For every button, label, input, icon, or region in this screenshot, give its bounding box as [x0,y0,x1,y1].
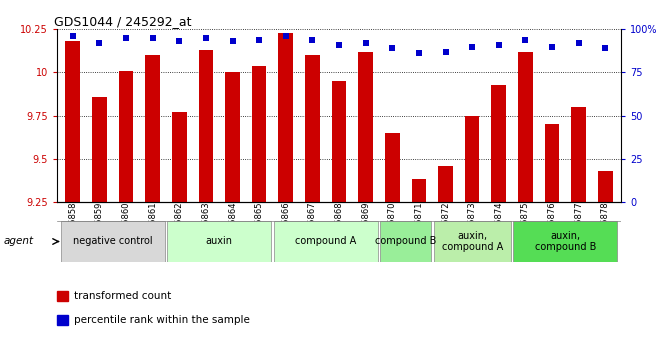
Text: GSM25864: GSM25864 [228,202,237,247]
Point [546,44,557,49]
Bar [252,66,267,202]
Text: auxin: auxin [206,237,232,246]
Text: GSM25871: GSM25871 [414,202,424,247]
Text: GSM25875: GSM25875 [521,202,530,247]
Bar [61,221,164,262]
Text: GSM25867: GSM25867 [308,202,317,247]
Text: GSM25874: GSM25874 [494,202,503,247]
Text: GSM25878: GSM25878 [601,202,610,247]
Bar [434,221,511,262]
Text: transformed count: transformed count [73,291,171,301]
Point [174,39,184,44]
Point [94,40,105,46]
Bar [198,50,213,202]
Bar [172,112,186,202]
Point [281,33,291,39]
Text: negative control: negative control [73,237,152,246]
Point [67,33,78,39]
Bar [57,315,68,325]
Bar [465,116,480,202]
Point [387,46,397,51]
Bar [385,133,399,202]
Bar [438,166,453,202]
Bar [518,52,532,202]
Text: auxin,
compound B: auxin, compound B [534,231,596,252]
Bar [92,97,107,202]
Bar [411,179,426,202]
Bar [119,71,134,202]
Text: GSM25863: GSM25863 [201,202,210,247]
Point [307,37,318,42]
Text: agent: agent [3,237,33,246]
Text: GSM25859: GSM25859 [95,202,104,247]
Text: compound A: compound A [295,237,356,246]
Bar [225,72,240,202]
Bar [274,221,377,262]
Point [254,37,265,42]
Text: GSM25876: GSM25876 [548,202,556,247]
Point [600,46,611,51]
Point [467,44,478,49]
Text: GSM25858: GSM25858 [68,202,77,247]
Text: compound B: compound B [375,237,436,246]
Bar [305,55,320,202]
Text: GSM25868: GSM25868 [335,202,343,247]
Point [147,35,158,41]
Point [573,40,584,46]
Text: GDS1044 / 245292_at: GDS1044 / 245292_at [54,15,192,28]
Point [413,51,424,56]
Point [227,39,238,44]
Text: GSM25873: GSM25873 [468,202,477,247]
Text: GSM25869: GSM25869 [361,202,370,247]
Point [121,35,132,41]
Text: GSM25861: GSM25861 [148,202,157,247]
Bar [544,124,559,202]
Point [334,42,345,48]
Bar [380,221,431,262]
Bar [65,41,80,202]
Bar [358,52,373,202]
Bar [332,81,346,202]
Point [360,40,371,46]
Bar [571,107,586,202]
Text: GSM25866: GSM25866 [281,202,291,247]
Text: GSM25870: GSM25870 [387,202,397,247]
Point [200,35,211,41]
Bar [167,221,271,262]
Text: GSM25872: GSM25872 [441,202,450,247]
Bar [279,33,293,202]
Text: GSM25862: GSM25862 [175,202,184,247]
Bar [57,290,68,301]
Text: percentile rank within the sample: percentile rank within the sample [73,315,250,325]
Bar [492,85,506,202]
Point [520,37,531,42]
Bar [514,221,617,262]
Point [494,42,504,48]
Text: GSM25860: GSM25860 [122,202,130,247]
Text: GSM25877: GSM25877 [574,202,583,247]
Text: auxin,
compound A: auxin, compound A [442,231,503,252]
Bar [598,171,613,202]
Text: GSM25865: GSM25865 [255,202,264,247]
Bar [146,55,160,202]
Point [440,49,451,55]
